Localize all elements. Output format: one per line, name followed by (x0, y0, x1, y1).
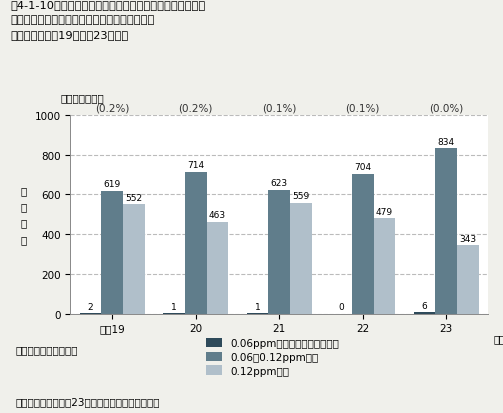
Text: (0.0%): (0.0%) (429, 103, 463, 114)
Bar (123, 204, 145, 314)
Legend: 0.06ppm以下（環境基準達成）, 0.06～0.12ppm未満, 0.12ppm以上: 0.06ppm以下（環境基準達成）, 0.06～0.12ppm未満, 0.12p… (206, 338, 339, 376)
Text: (0.2%): (0.2%) (95, 103, 129, 114)
Text: (0.1%): (0.1%) (262, 103, 296, 114)
Text: 環境基準達成率: 環境基準達成率 (60, 93, 104, 103)
Bar (435, 149, 457, 314)
Bar (207, 222, 228, 314)
Text: 704: 704 (354, 163, 371, 172)
Text: 1: 1 (255, 302, 261, 311)
Text: （年度）: （年度） (493, 333, 503, 343)
Text: 479: 479 (376, 208, 393, 216)
Text: 714: 714 (187, 161, 204, 170)
Bar (374, 219, 395, 314)
Text: 623: 623 (271, 179, 288, 188)
Text: 343: 343 (459, 235, 476, 244)
Text: １時間値の年間最高値: １時間値の年間最高値 (15, 344, 77, 355)
Text: 図4-1-10　昼間の日最高１時間値の光化学オキシダント濃
度レベル毎の測定局数の推移（一般局と自排局
の合計）（平成19年度～23年度）: 図4-1-10 昼間の日最高１時間値の光化学オキシダント濃 度レベル毎の測定局数… (10, 0, 205, 40)
Text: 6: 6 (422, 301, 428, 310)
Text: 463: 463 (209, 211, 226, 220)
Text: 619: 619 (104, 180, 121, 189)
Text: 2: 2 (88, 302, 93, 311)
Text: 資料：環境省「平成23年度大気汚染状況報告書」: 資料：環境省「平成23年度大気汚染状況報告書」 (15, 396, 159, 406)
Text: (0.1%): (0.1%) (346, 103, 380, 114)
Bar (352, 174, 374, 314)
Bar (268, 190, 290, 314)
Bar (185, 172, 207, 314)
Text: (0.2%): (0.2%) (179, 103, 213, 114)
Bar (290, 203, 312, 314)
Bar (457, 246, 479, 314)
Y-axis label: 測
定
局
数: 測 定 局 数 (20, 185, 27, 244)
Bar (413, 313, 435, 314)
Bar (101, 191, 123, 314)
Text: 559: 559 (292, 192, 309, 201)
Text: 834: 834 (438, 137, 455, 146)
Text: 1: 1 (171, 302, 177, 311)
Text: 552: 552 (125, 193, 142, 202)
Text: 0: 0 (338, 303, 344, 311)
